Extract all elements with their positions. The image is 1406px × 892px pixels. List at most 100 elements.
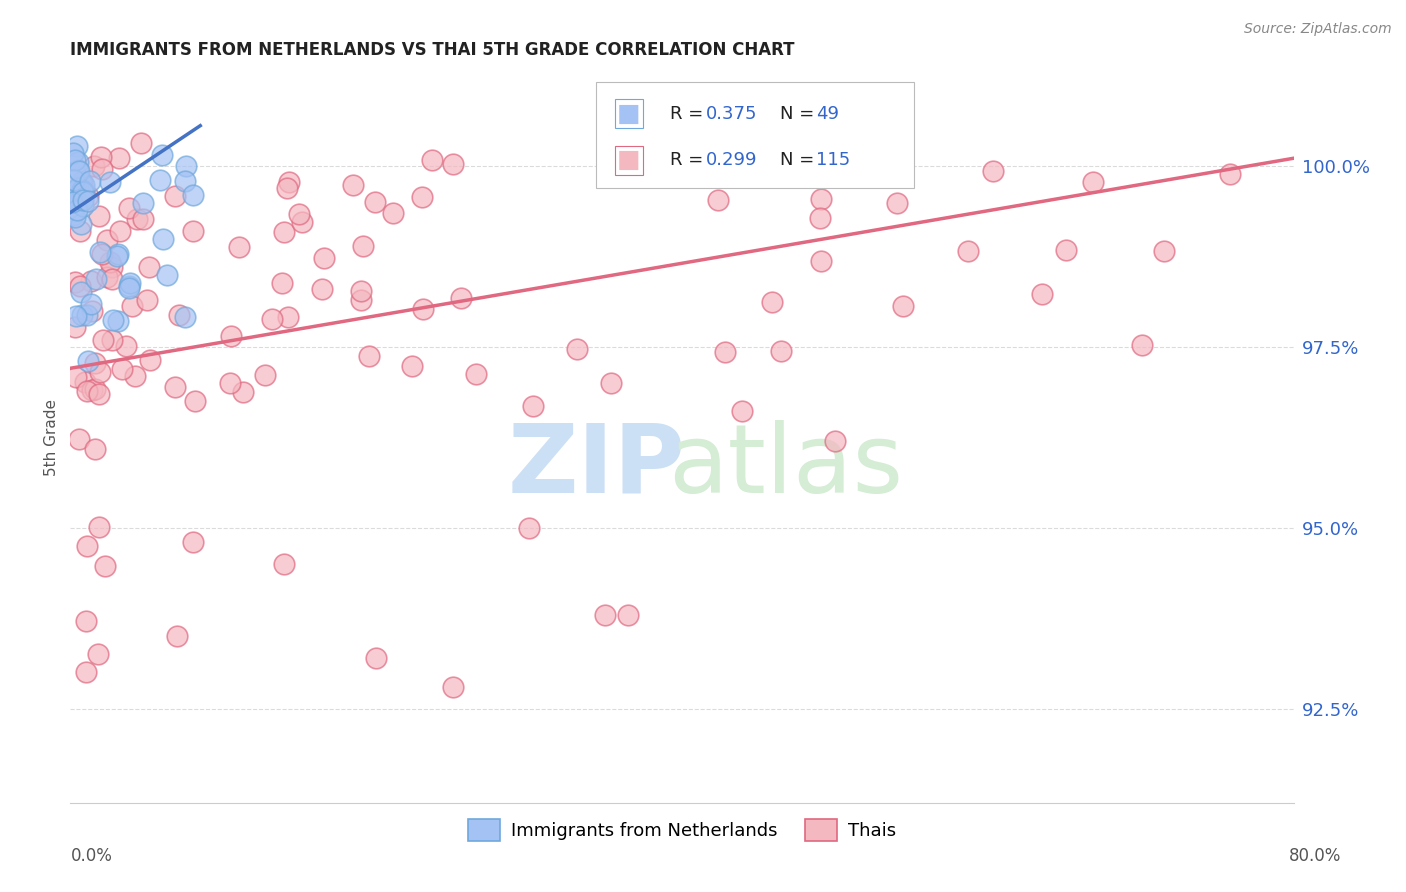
Point [165, 188, 187, 202]
Point [62, 145, 84, 160]
Point [957, 244, 980, 259]
Point [121, 299, 143, 313]
Point [75, 665, 97, 679]
Point [420, 153, 443, 167]
Point [108, 224, 131, 238]
Point [89, 244, 111, 259]
Point [107, 151, 129, 165]
Point [125, 211, 148, 226]
Point [67, 154, 90, 169]
Point [366, 651, 388, 665]
Point [174, 159, 197, 173]
Text: R =: R = [669, 151, 709, 169]
Point [808, 211, 831, 226]
Point [232, 385, 254, 400]
Point [311, 282, 333, 296]
Point [273, 225, 295, 239]
Point [824, 434, 846, 448]
Point [517, 520, 540, 534]
Point [111, 362, 134, 376]
Point [131, 211, 153, 226]
Point [90, 150, 112, 164]
Point [89, 387, 111, 401]
Point [522, 399, 544, 413]
Point [184, 393, 207, 408]
Point [91, 161, 114, 176]
Point [276, 181, 298, 195]
Point [89, 365, 111, 379]
Point [66, 181, 89, 195]
Text: 0.299: 0.299 [706, 151, 758, 169]
Point [600, 376, 623, 391]
Point [75, 376, 97, 390]
Text: N =: N = [780, 104, 820, 122]
Point [219, 376, 242, 391]
Point [80, 297, 103, 311]
Point [288, 207, 311, 221]
Point [69, 279, 91, 293]
Point [60, 195, 83, 210]
Point [254, 368, 277, 382]
Point [118, 276, 141, 290]
Point [76, 384, 98, 398]
Point [98, 175, 121, 189]
Point [167, 308, 190, 322]
Text: 115: 115 [817, 151, 851, 169]
Text: ■: ■ [617, 102, 641, 126]
Point [731, 403, 754, 417]
Point [291, 215, 314, 229]
Point [96, 233, 118, 247]
Point [260, 311, 283, 326]
Point [166, 629, 188, 643]
Point [567, 342, 589, 356]
Point [706, 193, 728, 207]
Text: R =: R = [669, 104, 709, 122]
Point [76, 354, 98, 368]
Point [441, 157, 464, 171]
Point [350, 284, 373, 298]
Point [1054, 243, 1077, 257]
Point [412, 301, 434, 316]
Point [401, 359, 423, 373]
Point [277, 310, 299, 325]
Point [96, 270, 118, 285]
Point [381, 205, 404, 219]
Point [271, 277, 294, 291]
Point [72, 199, 94, 213]
Point [65, 275, 87, 289]
Point [91, 247, 114, 261]
Point [314, 251, 336, 265]
Point [86, 272, 108, 286]
Point [761, 295, 783, 310]
Point [79, 174, 101, 188]
Point [82, 383, 104, 397]
Point [72, 176, 94, 190]
Point [634, 153, 657, 168]
Point [98, 254, 121, 268]
Point [105, 249, 128, 263]
Point [714, 345, 737, 359]
Point [464, 367, 486, 381]
Point [65, 153, 87, 167]
Point [1031, 287, 1053, 301]
Point [87, 209, 110, 223]
Point [174, 173, 197, 187]
Point [156, 268, 179, 282]
Point [70, 175, 93, 189]
Point [101, 272, 124, 286]
Point [79, 274, 101, 288]
Point [118, 279, 141, 293]
Point [63, 210, 86, 224]
Point [124, 369, 146, 384]
Point [100, 260, 122, 274]
Point [173, 310, 195, 325]
FancyBboxPatch shape [596, 82, 914, 188]
Point [63, 173, 86, 187]
Point [152, 232, 174, 246]
Point [810, 192, 832, 206]
Point [73, 178, 96, 192]
Point [359, 349, 381, 363]
Point [83, 356, 105, 370]
Point [891, 299, 914, 313]
Point [149, 173, 172, 187]
